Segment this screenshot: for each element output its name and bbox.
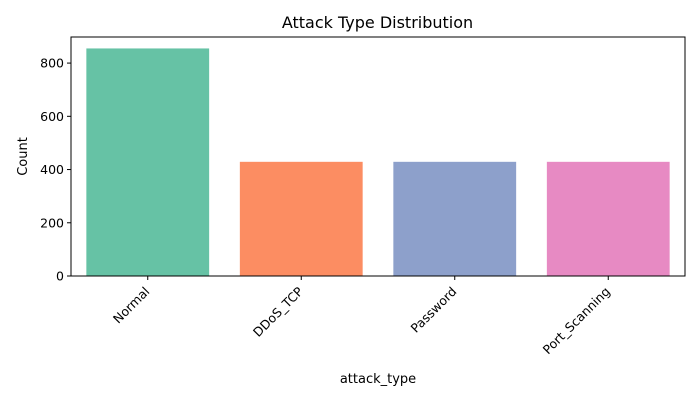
x-tick-label: Password: [408, 284, 460, 336]
y-tick-label: 400: [40, 162, 64, 177]
y-tick-label: 200: [40, 215, 64, 230]
y-tick-label: 600: [40, 109, 64, 124]
x-tick-label: Port_Scanning: [540, 284, 613, 357]
y-tick-label: 0: [56, 269, 64, 284]
x-tick-label: Normal: [110, 284, 153, 327]
bar-normal: [86, 48, 210, 276]
bar-port-scanning: [546, 161, 670, 276]
bar-ddos-tcp: [239, 161, 363, 276]
plot-area: 0 200 400 600 800 Normal DDoS_TCP Password Port_…: [40, 36, 686, 357]
chart-title: Attack Type Distribution: [282, 13, 473, 32]
x-axis-label: attack_type: [340, 372, 416, 387]
y-axis-label: Count: [16, 137, 31, 176]
y-tick-label: 800: [40, 56, 64, 71]
axes-frame: [70, 36, 686, 277]
x-tick-label: DDoS_TCP: [250, 283, 306, 339]
bar-password: [393, 161, 517, 276]
